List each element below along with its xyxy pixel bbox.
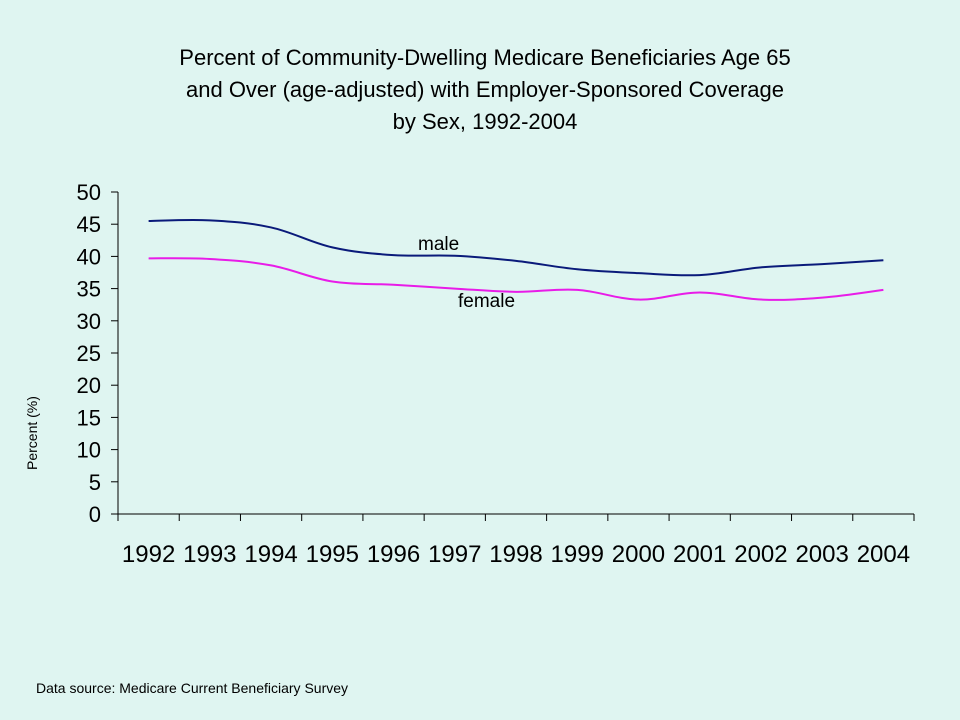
- y-axis-label: Percent (%): [24, 396, 40, 470]
- x-tick-label: 1996: [367, 541, 420, 568]
- y-tick-label: 30: [77, 309, 101, 334]
- chart-title-line-2: and Over (age-adjusted) with Employer-Sp…: [186, 77, 784, 102]
- y-tick-label: 45: [77, 212, 101, 237]
- x-tick-label: 1993: [183, 541, 236, 568]
- chart-title-line-3: by Sex, 1992-2004: [392, 109, 578, 134]
- chart-title-line-1: Percent of Community-Dwelling Medicare B…: [179, 45, 791, 70]
- x-tick-label: 2002: [734, 541, 787, 568]
- x-tick-label: 2000: [612, 541, 665, 568]
- y-tick-label: 0: [89, 502, 101, 527]
- x-tick-label: 1998: [489, 541, 542, 568]
- x-tick-label: 1992: [122, 541, 175, 568]
- x-tick-label: 2003: [795, 541, 848, 568]
- series-line-male: [148, 218, 884, 277]
- y-tick-label: 15: [77, 405, 101, 430]
- x-tick-label: 1999: [551, 541, 604, 568]
- y-tick-label: 40: [77, 244, 101, 269]
- series-label-female: female: [458, 291, 515, 312]
- y-tick-label: 25: [77, 341, 101, 366]
- x-tick-label: 1997: [428, 541, 481, 568]
- y-tick-label: 50: [77, 180, 101, 205]
- x-tick-label: 1994: [244, 541, 297, 568]
- series-label-male: male: [418, 234, 459, 255]
- data-source-note: Data source: Medicare Current Beneficiar…: [36, 680, 349, 696]
- y-tick-label: 35: [77, 277, 101, 302]
- y-tick-label: 5: [89, 470, 101, 495]
- y-tick-label: 20: [77, 373, 101, 398]
- x-tick-label: 2001: [673, 541, 726, 568]
- y-tick-label: 10: [77, 438, 101, 463]
- x-tick-label: 2004: [857, 541, 910, 568]
- series-line-female: [148, 257, 884, 301]
- chart-title: Percent of Community-Dwelling Medicare B…: [80, 42, 890, 138]
- x-tick-label: 1995: [306, 541, 359, 568]
